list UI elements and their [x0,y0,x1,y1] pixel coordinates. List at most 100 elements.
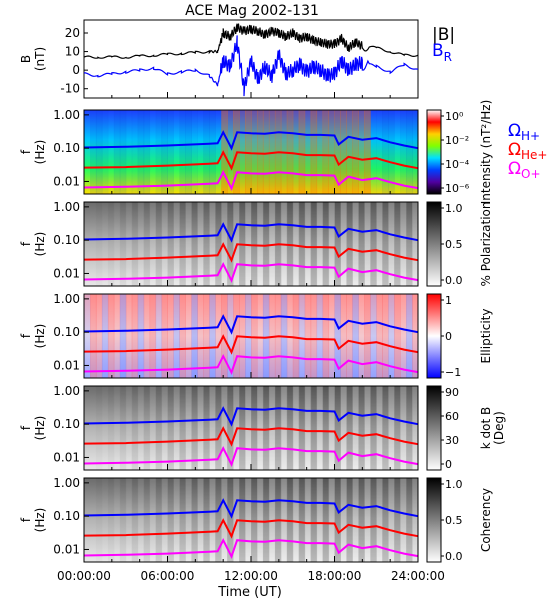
spectrogram-column [334,294,341,378]
spectrogram-column [185,478,192,562]
spectrogram-column [310,478,318,562]
spectrogram-texture [90,110,419,194]
spectrogram-column [358,478,365,562]
colorbar-tick-label: 60 [445,410,459,423]
ytick-label: 0.10 [53,233,80,247]
spectrogram-column [370,110,377,194]
spectrogram-column [376,478,383,562]
spectrogram-column [394,478,401,562]
spectrogram-column [191,386,198,470]
spectrogram-column [340,478,347,562]
spectrogram-column [310,294,318,378]
spectrogram-column [197,386,204,470]
spectrogram-column [292,110,300,194]
spectrogram-column [340,110,347,194]
spectrogram-column [167,294,174,378]
spectrogram-column [143,294,151,378]
spectrogram-column [137,202,145,286]
ytick-label: 0.01 [53,542,80,556]
spectrogram-column [328,294,335,378]
spectrogram-column [262,202,270,286]
spectrogram-column [161,478,168,562]
spectrogram-column [257,294,264,378]
spectrogram-column [316,110,324,194]
gyrofrequency-line-h-plus [83,222,419,243]
spectrogram-column [209,294,216,378]
spectrogram-column [150,110,157,194]
spectrogram-column [406,202,413,286]
spectrogram-column [400,110,407,194]
spectrogram-column [334,478,341,562]
xtick-label: 24:00:00 [391,569,445,583]
spectrogram-column [382,110,389,194]
ytick-label: 0.01 [53,266,80,280]
spectrogram-column [304,294,312,378]
panel-coherency: 1.00 0.10 0.01 f (Hz) 1.0 0.5 0.0 Coherency [19,476,493,563]
spectrogram-column [209,386,216,470]
spectrogram-column [197,294,204,378]
gyrofrequency-line-h-plus [83,130,419,151]
spectrogram-column [101,110,109,194]
spectrogram-column [382,386,389,470]
spectrogram-column [185,110,192,194]
spectrogram-column [119,478,127,562]
spectrogram-column [292,478,300,562]
spectrogram-column [179,478,186,562]
spectrogram-column [227,110,234,194]
spectrogram-column [143,386,151,470]
spectrogram-column [376,202,383,286]
gyrofrequency-line-o-plus [83,353,419,375]
spectrogram-column [113,110,121,194]
colorbar-label: k dot B [479,407,493,449]
spectrogram-column [137,110,145,194]
spectrogram-column [108,386,115,470]
ytick-label: 0.01 [53,174,80,188]
spectrogram-column [388,478,395,562]
spectrogram-column [149,478,157,562]
spectrogram-column [251,294,258,378]
xtick-label: 12:00:00 [224,569,278,583]
ylabel-hz: (Hz) [33,508,47,533]
colorbar-tick-label: 90 [445,386,459,399]
spectrogram-column [412,110,419,194]
spectrogram-column [227,478,234,562]
spectrogram-column [155,202,163,286]
spectrogram-column [376,110,383,194]
spectrogram-column [143,478,151,562]
colorbar [426,293,442,379]
spectrogram-column [245,386,252,470]
spectrogram-column [251,386,258,470]
spectrogram-column [96,202,103,286]
spectrogram-column [203,386,210,470]
ytick-label: 1.00 [53,292,80,306]
gyrofrequency-line-he-plus [83,334,419,355]
spectrogram-column [382,294,389,378]
spectrogram-column [108,110,115,194]
spectrogram-column [328,110,335,194]
spectrogram-column [197,110,204,194]
spectrogram-column [394,294,401,378]
spectrogram-column [310,202,318,286]
ylabel-f: f [19,333,33,338]
spectrogram-column [155,294,163,378]
spectrogram-column [352,202,359,286]
spectrogram-column [227,386,234,470]
colorbar-tick-label: 10⁻² [445,134,469,147]
spectrogram-column [173,202,180,286]
spectrogram-column [90,110,97,194]
spectrogram-column [346,202,353,286]
colorbar-tick-label: 1 [445,294,452,307]
spectrogram-column [292,202,300,286]
spectrogram-texture [96,202,419,286]
spectrogram-column [143,110,151,194]
spectrogram-column [316,294,324,378]
ytick-label: 0.01 [53,358,80,372]
spectrogram-column [203,110,210,194]
spectrogram-column [203,294,210,378]
spectrogram-column [316,386,324,470]
spectrogram-column [245,202,252,286]
spectrogram-column [370,386,377,470]
gyrofrequency-line-o-plus [83,537,419,559]
spectrogram-column [221,478,228,562]
